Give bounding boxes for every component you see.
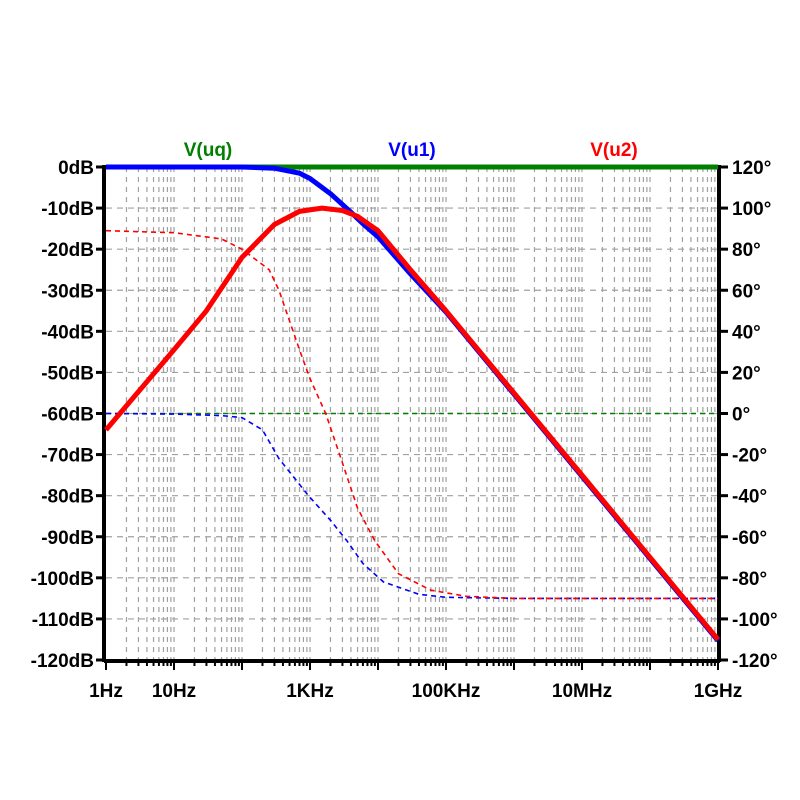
left-tick-label: -20dB xyxy=(41,240,94,261)
legend-entry-vu2: V(u2) xyxy=(590,140,638,161)
left-tick-label: -90dB xyxy=(41,528,94,549)
right-tick-label: -120° xyxy=(732,651,778,672)
bottom-tick-label: 10Hz xyxy=(152,681,196,702)
right-tick-label: -80° xyxy=(732,569,767,590)
left-tick-label: -50dB xyxy=(41,363,94,384)
phase-trace-vu1 xyxy=(105,412,718,600)
bottom-tick-label: 1GHz xyxy=(694,681,743,702)
phase-trace-vu2 xyxy=(105,229,718,600)
right-tick-label: -40° xyxy=(732,487,767,508)
left-tick-label: -70dB xyxy=(41,446,94,467)
traces xyxy=(104,164,720,643)
right-tick-label: 40° xyxy=(732,322,761,343)
left-tick-label: -120dB xyxy=(31,651,94,672)
right-tick-label: 0° xyxy=(732,405,750,426)
right-tick-label: 80° xyxy=(732,240,761,261)
left-tick-label: -60dB xyxy=(41,405,94,426)
grid xyxy=(106,167,718,660)
bottom-tick-label: 10MHz xyxy=(552,681,612,702)
left-tick-label: -110dB xyxy=(32,610,94,631)
bottom-tick-label: 1Hz xyxy=(89,681,123,702)
left-tick-label: -30dB xyxy=(41,281,94,302)
bottom-tick-label: 1KHz xyxy=(286,681,334,702)
left-tick-label: -40dB xyxy=(41,322,94,343)
right-tick-label: -100° xyxy=(732,610,778,631)
left-tick-label: 0dB xyxy=(58,158,94,179)
right-tick-label: 120° xyxy=(732,158,771,179)
legend-entry-vu1: V(u1) xyxy=(388,140,436,161)
magnitude-trace-vu1 xyxy=(106,164,720,643)
right-tick-label: 100° xyxy=(732,199,771,220)
labels: 0dB -10dB -20dB -30dB -40dB -50dB -60dB -70dB -8… xyxy=(31,140,778,702)
legend-entry-vuq: V(uq) xyxy=(184,140,233,161)
right-tick-label: -60° xyxy=(732,528,767,549)
right-tick-label: 20° xyxy=(732,363,761,384)
right-tick-label: 60° xyxy=(732,281,761,302)
axes xyxy=(96,165,728,670)
right-tick-label: -20° xyxy=(732,446,767,467)
left-tick-label: -10dB xyxy=(41,199,94,220)
left-tick-label: -80dB xyxy=(41,487,94,508)
bottom-tick-label: 100KHz xyxy=(412,681,481,702)
magnitude-trace-vu2 xyxy=(104,205,720,642)
left-tick-label: -100dB xyxy=(31,569,94,590)
